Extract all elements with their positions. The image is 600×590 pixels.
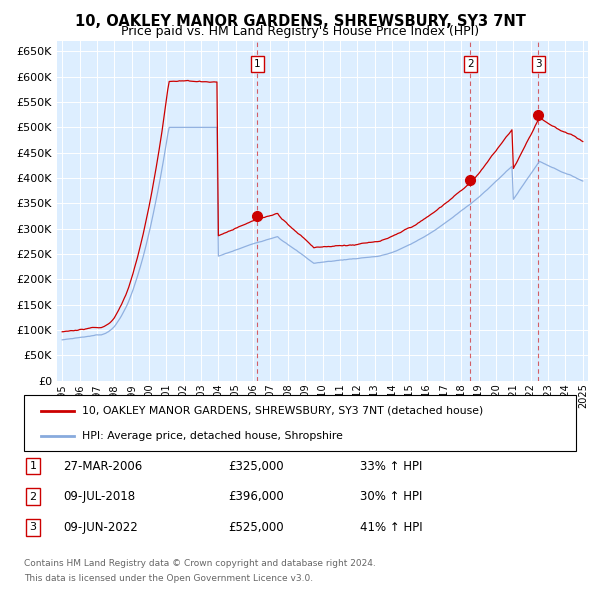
FancyBboxPatch shape bbox=[24, 395, 576, 451]
Text: 1: 1 bbox=[29, 461, 37, 471]
Text: £525,000: £525,000 bbox=[228, 521, 284, 534]
Text: Contains HM Land Registry data © Crown copyright and database right 2024.: Contains HM Land Registry data © Crown c… bbox=[24, 559, 376, 568]
Text: £396,000: £396,000 bbox=[228, 490, 284, 503]
Text: 2: 2 bbox=[29, 492, 37, 502]
Text: 30% ↑ HPI: 30% ↑ HPI bbox=[360, 490, 422, 503]
Text: 33% ↑ HPI: 33% ↑ HPI bbox=[360, 460, 422, 473]
Text: £325,000: £325,000 bbox=[228, 460, 284, 473]
Text: 41% ↑ HPI: 41% ↑ HPI bbox=[360, 521, 422, 534]
Text: 10, OAKLEY MANOR GARDENS, SHREWSBURY, SY3 7NT: 10, OAKLEY MANOR GARDENS, SHREWSBURY, SY… bbox=[74, 14, 526, 28]
Text: 09-JUN-2022: 09-JUN-2022 bbox=[63, 521, 138, 534]
Text: This data is licensed under the Open Government Licence v3.0.: This data is licensed under the Open Gov… bbox=[24, 574, 313, 583]
Text: HPI: Average price, detached house, Shropshire: HPI: Average price, detached house, Shro… bbox=[82, 431, 343, 441]
Text: 3: 3 bbox=[29, 523, 37, 532]
Text: 27-MAR-2006: 27-MAR-2006 bbox=[63, 460, 142, 473]
Text: 2: 2 bbox=[467, 59, 473, 69]
Text: Price paid vs. HM Land Registry's House Price Index (HPI): Price paid vs. HM Land Registry's House … bbox=[121, 25, 479, 38]
Text: 10, OAKLEY MANOR GARDENS, SHREWSBURY, SY3 7NT (detached house): 10, OAKLEY MANOR GARDENS, SHREWSBURY, SY… bbox=[82, 406, 483, 416]
Text: 3: 3 bbox=[535, 59, 542, 69]
Text: 09-JUL-2018: 09-JUL-2018 bbox=[63, 490, 135, 503]
Text: 1: 1 bbox=[254, 59, 260, 69]
